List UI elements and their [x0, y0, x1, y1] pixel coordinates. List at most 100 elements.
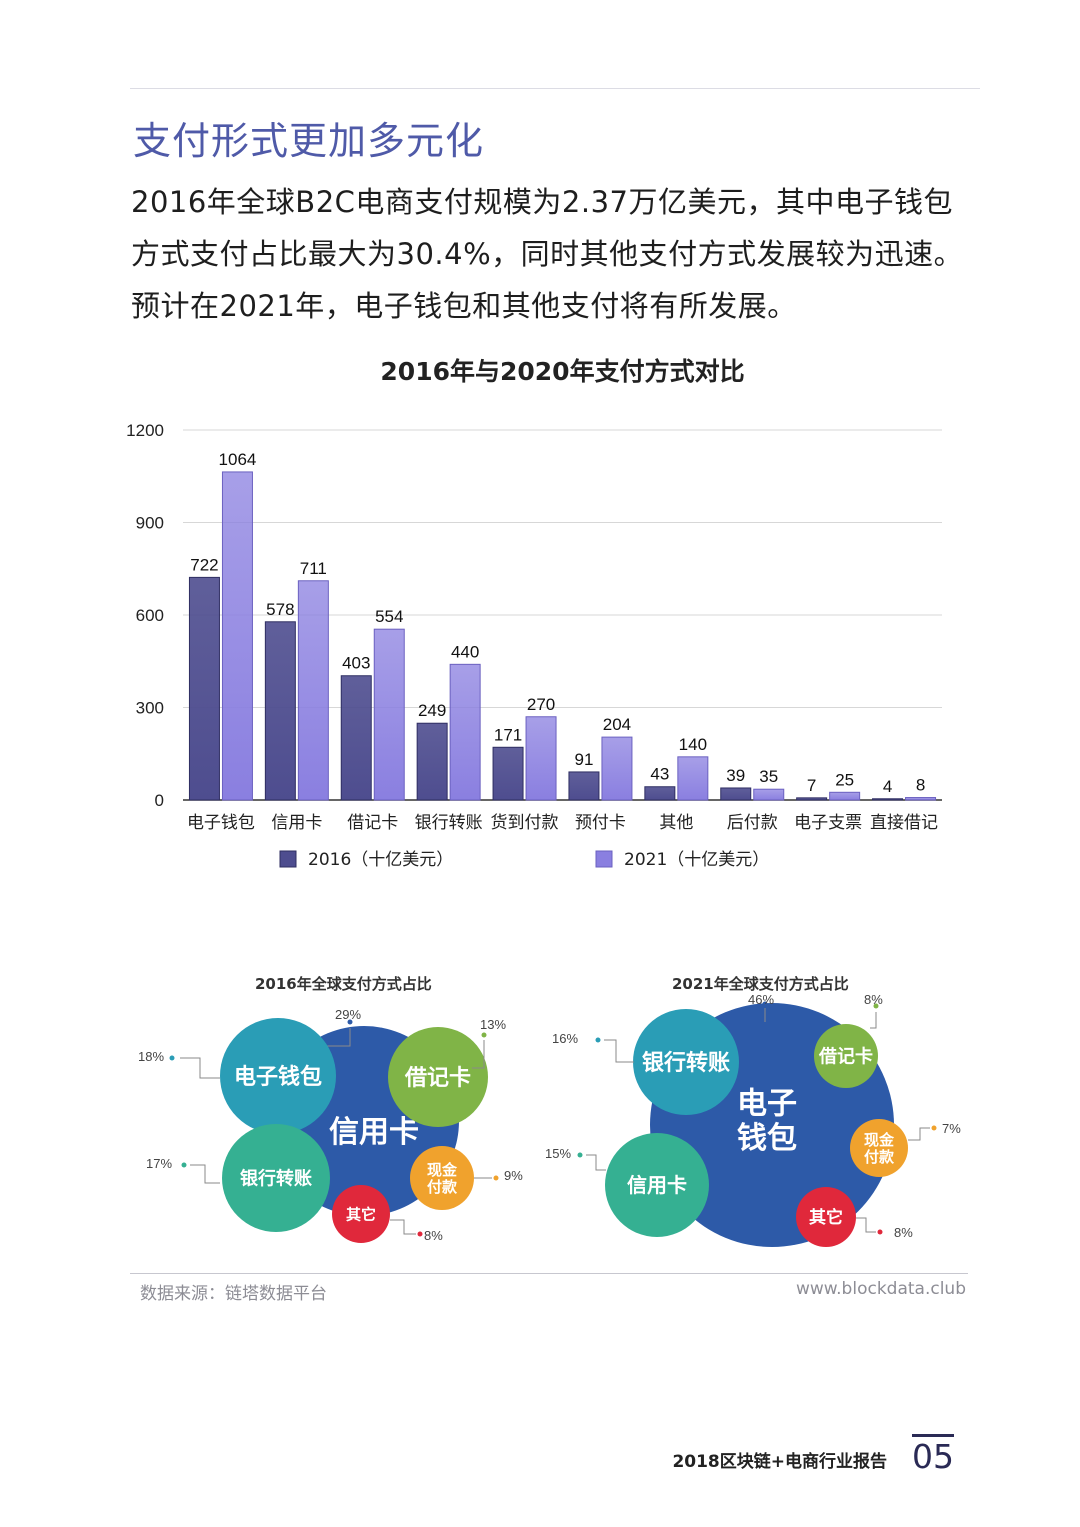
bar-2016 — [340, 675, 372, 801]
bubble-1: 银行转账 16% — [552, 1009, 739, 1115]
top-divider — [130, 88, 980, 89]
bubble-label: 银行转账 — [240, 1167, 312, 1189]
bubble-label: 电子钱包 — [234, 1064, 322, 1090]
x-category-label: 其他 — [659, 813, 693, 833]
bubble-label: 信用卡 — [329, 1115, 419, 1150]
bar-2016 — [264, 621, 296, 801]
leader-dot — [762, 1001, 768, 1007]
pie-2021-title: 2021年全球支付方式占比 — [672, 975, 849, 993]
bubble-label: 钱包 — [737, 1121, 797, 1156]
percent-label: 13% — [480, 1017, 506, 1032]
y-tick-label: 900 — [136, 514, 164, 533]
bubble-label: 现金 — [864, 1131, 895, 1149]
bar-2021 — [601, 736, 633, 801]
website-url: www.blockdata.club — [796, 1279, 966, 1299]
legend-label: 2016（十亿美元） — [308, 850, 453, 870]
leader-dot — [577, 1152, 583, 1158]
bar-value-label: 39 — [726, 766, 745, 785]
leader-line — [586, 1154, 606, 1171]
legend-label: 2021（十亿美元） — [624, 850, 769, 870]
bubble-label: 银行转账 — [642, 1050, 730, 1076]
leader-dot — [169, 1055, 175, 1061]
bar-value-label: 204 — [603, 715, 631, 734]
bubble-1: 电子钱包 18% — [138, 1018, 336, 1134]
bubble-3: 借记卡 8% — [814, 992, 883, 1088]
x-category-label: 后付款 — [727, 813, 778, 833]
pie-2016-title: 2016年全球支付方式占比 — [255, 975, 432, 993]
bubble-5: 其它 8% — [332, 1185, 443, 1243]
percent-label: 46% — [748, 992, 774, 1007]
bubble-circle — [388, 1027, 488, 1127]
bubble-circle — [410, 1146, 474, 1210]
bar-value-label: 140 — [679, 735, 707, 754]
bar-2021 — [525, 716, 557, 801]
x-category-label: 银行转账 — [415, 813, 483, 833]
leader-line — [472, 1040, 485, 1069]
x-category-label: 直接借记 — [870, 813, 938, 833]
bar-2016 — [644, 786, 676, 801]
bar-chart: 0 300 600 900 1200 722 1064 电子钱包 578 711 信用卡 403 554… — [126, 421, 942, 870]
y-tick-label: 0 — [155, 791, 164, 810]
bar-2016 — [872, 798, 904, 801]
leader-dot — [595, 1037, 601, 1043]
bar-2016 — [188, 576, 220, 801]
bubble-label: 借记卡 — [404, 1066, 471, 1091]
intro-paragraph: 2016年全球B2C电商支付规模为2.37万亿美元，其中电子钱包方式支付占比最大… — [131, 185, 964, 323]
percent-label: 29% — [335, 1007, 361, 1022]
percent-label: 8% — [424, 1228, 443, 1243]
legend-swatch — [279, 850, 297, 868]
bar-value-label: 7 — [807, 776, 816, 795]
bar-value-label: 554 — [375, 607, 403, 626]
bubble-label: 电子 — [737, 1087, 797, 1122]
bubble-label: 信用卡 — [627, 1173, 687, 1197]
percent-label: 8% — [894, 1225, 913, 1240]
bubble-2: 银行转账 17% — [146, 1124, 330, 1232]
leader-dot — [931, 1125, 937, 1131]
bar-value-label: 578 — [266, 600, 294, 619]
bubble-circle — [332, 1185, 390, 1243]
bar-2021 — [373, 628, 405, 801]
bar-value-label: 4 — [883, 777, 892, 796]
leader-dot — [877, 1229, 883, 1235]
leader-line — [390, 1219, 416, 1235]
leader-line — [190, 1164, 220, 1184]
bubble-circle — [850, 1119, 908, 1177]
bar-value-label: 43 — [650, 765, 669, 784]
percent-label: 8% — [864, 992, 883, 1007]
bar-value-label: 440 — [451, 642, 479, 661]
bar-2021 — [449, 663, 481, 801]
page-number: 05 — [912, 1437, 954, 1476]
x-category-label: 电子支票 — [794, 813, 862, 833]
leader-line — [908, 1127, 930, 1141]
bar-2021 — [753, 788, 785, 801]
bar-2021 — [905, 797, 937, 801]
leader-dot — [493, 1175, 499, 1181]
leader-line — [870, 1012, 877, 1029]
leader-dot — [347, 1019, 353, 1025]
leader-dot — [417, 1231, 423, 1237]
bar-value-label: 171 — [494, 725, 522, 744]
data-source: 数据来源：链塔数据平台 — [140, 1284, 327, 1304]
leader-dot — [873, 1003, 879, 1009]
bubble-label: 其它 — [346, 1205, 376, 1223]
x-category-label: 预付卡 — [575, 813, 626, 833]
bar-chart-title: 2016年与2020年支付方式对比 — [380, 357, 745, 386]
leader-dot — [481, 1032, 487, 1038]
percent-label: 15% — [545, 1146, 571, 1161]
bar-2021 — [221, 471, 253, 801]
bar-value-label: 722 — [190, 555, 218, 574]
y-tick-label: 300 — [136, 699, 164, 718]
bubble-label: 其它 — [809, 1207, 843, 1228]
bar-2016 — [796, 797, 828, 801]
percent-label: 17% — [146, 1156, 172, 1171]
bar-value-label: 1064 — [219, 450, 257, 469]
leader-line — [320, 1028, 351, 1047]
bottom-divider — [130, 1273, 968, 1274]
bubble-circle — [605, 1133, 709, 1237]
percent-label: 7% — [942, 1121, 961, 1136]
y-tick-label: 600 — [136, 606, 164, 625]
bubble-3: 借记卡 13% — [388, 1017, 506, 1127]
bar-2021 — [677, 756, 709, 801]
